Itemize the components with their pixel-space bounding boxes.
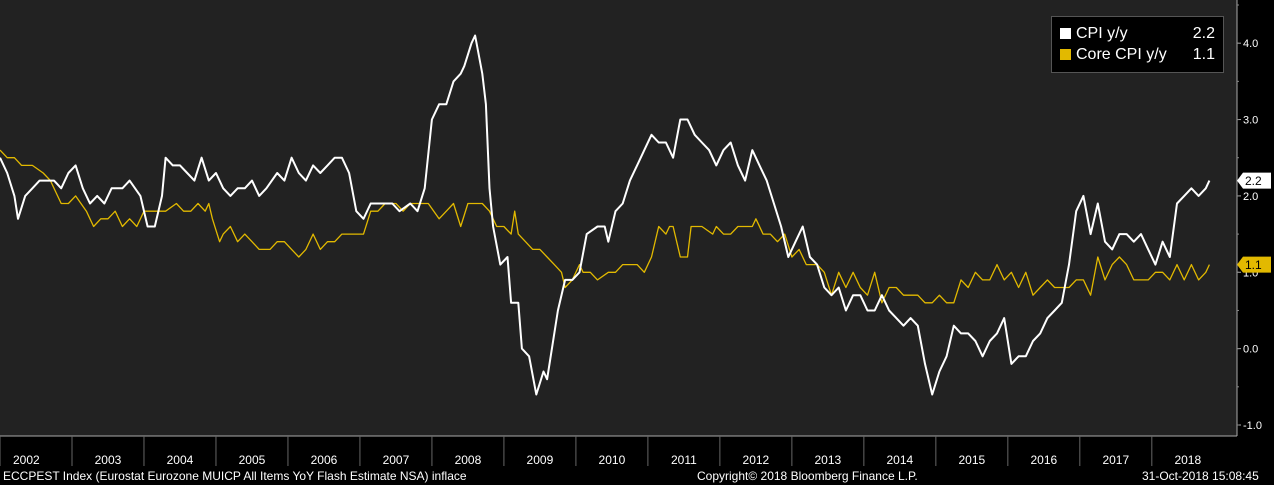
x-tick-label: 2013 [815, 453, 842, 467]
x-tick-label: 2016 [1030, 453, 1057, 467]
axis-background [1237, 0, 1274, 467]
core-cpi-last-value-label: 1.1 [1245, 258, 1262, 272]
series-layer [0, 34, 1211, 396]
x-tick-label: 2003 [95, 453, 122, 467]
footer-source: ECCPEST Index (Eurostat Eurozone MUICP A… [3, 469, 467, 483]
x-tick-label: 2006 [311, 453, 338, 467]
y-tick-label: 3.0 [1243, 115, 1258, 127]
core-cpi-series-line [0, 149, 1210, 304]
legend-value-cpi: 2.2 [1192, 24, 1215, 42]
legend-label-core-cpi: Core CPI y/y [1076, 45, 1167, 63]
x-tick-label: 2004 [167, 453, 194, 467]
cpi-last-value-label: 2.2 [1245, 174, 1262, 188]
last-value-label-layer: 2.2 1.1 [1237, 172, 1271, 273]
legend-label-cpi: CPI y/y [1076, 24, 1128, 42]
x-tick-label: 2018 [1174, 453, 1201, 467]
x-tick-label: 2005 [239, 453, 266, 467]
legend-value-core-cpi: 1.1 [1192, 45, 1215, 63]
cpi-last-value-tag [1237, 172, 1271, 189]
x-tick-label: 2010 [599, 453, 626, 467]
legend-item-core-cpi: Core CPI y/y 1.1 [1060, 44, 1215, 65]
footer-copyright: Copyright© 2018 Bloomberg Finance L.P. [697, 469, 918, 483]
y-tick-layer: 4.03.02.01.00.0-1.0 [1237, 4, 1262, 432]
cpi-series-line [0, 34, 1211, 396]
y-tick-label: 4.0 [1243, 38, 1258, 50]
x-tick-label: 2007 [383, 453, 410, 467]
legend: CPI y/y 2.2 Core CPI y/y 1.1 [1051, 16, 1224, 73]
x-tick-label: 2008 [455, 453, 482, 467]
x-tick-label: 2009 [527, 453, 554, 467]
x-tick-label: 2014 [887, 453, 914, 467]
legend-swatch-cpi [1060, 28, 1071, 39]
legend-item-cpi: CPI y/y 2.2 [1060, 23, 1215, 44]
x-tick-label: 2012 [743, 453, 770, 467]
core-cpi-last-value-tag [1237, 256, 1271, 273]
x-tick-label: 2017 [1102, 453, 1129, 467]
x-tick-label: 2002 [13, 453, 40, 467]
footer-timestamp: 31-Oct-2018 15:08:45 [1142, 469, 1259, 483]
y-tick-label: 0.0 [1243, 344, 1258, 356]
x-tick-layer: 2002 2003 2004 2005 2006 2007 2008 2009 2010 2011… [0, 436, 1201, 467]
legend-swatch-core-cpi [1060, 49, 1071, 60]
x-tick-label: 2011 [671, 453, 697, 467]
y-tick-label: 2.0 [1243, 191, 1258, 203]
xaxis-background [0, 436, 1237, 467]
plot-background [0, 0, 1237, 436]
y-tick-label: -1.0 [1243, 420, 1262, 432]
x-tick-label: 2015 [958, 453, 985, 467]
